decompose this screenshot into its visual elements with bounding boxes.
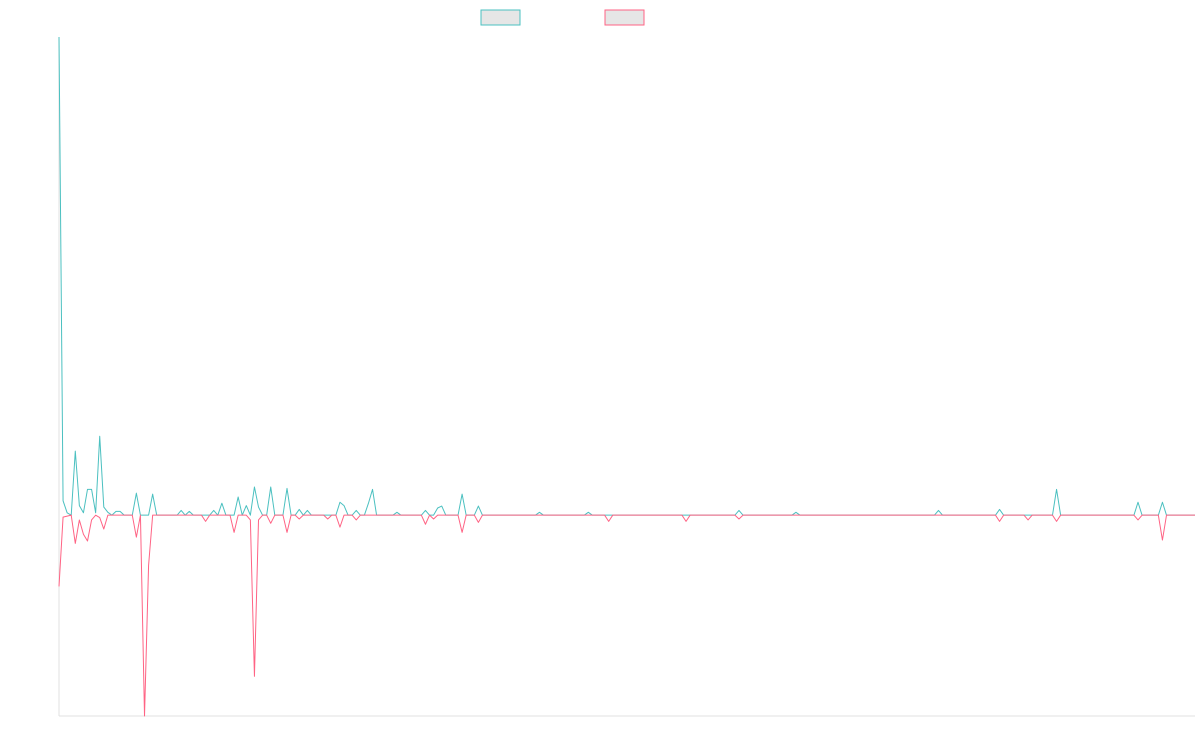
- line-series: [58, 514, 1195, 717]
- legend-swatch: [480, 9, 521, 26]
- legend-swatch: [604, 9, 645, 26]
- line-series: [58, 36, 1195, 516]
